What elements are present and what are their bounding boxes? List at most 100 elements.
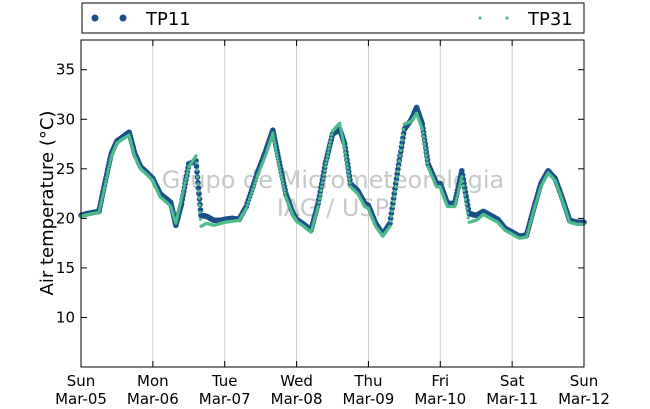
point-tp31-293 [279,172,283,176]
point-tp31-666 [529,219,533,223]
x-tick-label-date-4: Mar-09 [343,390,395,408]
point-tp31-178 [198,210,202,214]
point-tp31-476 [399,143,404,147]
point-tp31-263 [258,168,262,172]
point-tp31-477 [400,138,404,142]
point-tp31-179 [198,217,203,221]
point-tp31-466 [392,195,396,199]
point-tp31-560 [453,204,457,209]
legend-marker-tp31-a [478,16,482,20]
point-tp31-142 [175,216,179,220]
x-tick-label-day-6: Sat [500,372,525,390]
point-tp31-353 [318,193,322,197]
point-tp31-660 [524,235,529,239]
point-tp31-290 [277,162,281,166]
point-tp31-394 [345,162,349,166]
point-tp31-145 [177,209,181,213]
point-tp31-388 [342,142,346,146]
point-tp31-285 [274,146,278,151]
y-tick-label-0: 10 [56,308,75,326]
point-tp31-349 [315,207,319,211]
point-tp31-475 [399,148,403,153]
point-tp31-395 [346,166,350,170]
point-tp31-398 [347,177,351,181]
point-tp31-24 [99,200,103,204]
point-tp11-471 [395,166,401,173]
point-tp31-35 [106,170,110,174]
point-tp31-255 [250,191,254,195]
point-tp31-465 [392,199,396,204]
point-tp31-381 [338,124,342,128]
point-tp31-262 [257,170,261,174]
point-tp31-351 [317,200,321,205]
legend-marker-tp31-b [505,16,509,20]
x-tick-label-day-7: Sun [570,372,599,390]
point-tp31-148 [178,201,183,206]
point-tp31-397 [347,173,351,177]
x-tick-label-day-4: Thu [353,372,382,390]
point-tp31-358 [322,173,326,177]
y-tick-label-5: 35 [56,61,75,79]
point-tp31-478 [401,133,405,137]
point-tp31-347 [314,212,318,216]
point-tp31-144 [176,211,180,215]
point-tp31-514 [423,142,427,146]
legend-marker-tp11-b [119,14,127,22]
point-tp31-175 [196,189,201,193]
y-tick-label-3: 25 [56,160,75,178]
point-tp31-572 [461,184,465,188]
point-tp31-268 [262,156,267,160]
point-tp31-281 [271,134,275,138]
x-tick-label-date-3: Mar-08 [271,390,323,408]
point-tp31-259 [254,178,258,182]
point-tp31-357 [321,177,325,181]
point-tp31-256 [251,187,255,191]
point-tp31-561 [453,201,457,206]
point-tp31-369 [330,133,334,137]
point-tp31-363 [325,154,330,158]
point-tp31-567 [458,184,462,188]
point-tp31-677 [537,192,541,196]
point-tp31-392 [344,154,348,159]
x-tick-label-date-7: Mar-12 [558,390,610,408]
point-tp31-342 [310,225,314,229]
plot-frame [80,39,585,368]
point-tp31-151 [180,193,184,197]
point-tp31-257 [252,184,256,188]
point-tp31-469 [394,180,399,184]
point-tp31-27 [101,192,105,196]
point-tp31-393 [344,158,348,162]
legend-label-tp31: TP31 [527,9,573,30]
point-tp31-673 [534,201,538,205]
point-tp31-153 [182,187,186,191]
point-tp31-667 [529,216,534,221]
point-tp31-399 [348,181,352,185]
point-tp31-579 [466,216,470,220]
point-tp31-368 [329,136,333,140]
y-tick-label-2: 20 [56,209,75,227]
y-tick-label-4: 30 [56,110,75,128]
point-tp31-173 [195,175,200,179]
point-tp31-292 [278,168,282,172]
point-tp31-362 [325,158,329,162]
point-tp31-565 [456,190,460,194]
point-tp31-352 [318,196,322,201]
point-tp31-36 [107,167,111,171]
point-tp11-175 [195,185,202,191]
point-tp31-354 [319,189,323,193]
x-tick-label-day-1: Mon [137,372,169,390]
point-tp31-390 [343,147,347,151]
point-tp31-258 [253,181,257,185]
point-tp31-267 [262,158,266,162]
point-tp31-380 [338,121,342,125]
point-tp31-676 [536,194,540,198]
point-tp31-513 [422,138,426,143]
point-tp31-516 [424,150,428,154]
point-tp31-467 [393,190,397,194]
y-tick-label-1: 15 [56,259,75,277]
point-tp31-510 [420,127,424,131]
point-tp31-573 [462,188,466,192]
point-tp31-299 [283,191,287,195]
point-tp31-158 [185,171,189,175]
